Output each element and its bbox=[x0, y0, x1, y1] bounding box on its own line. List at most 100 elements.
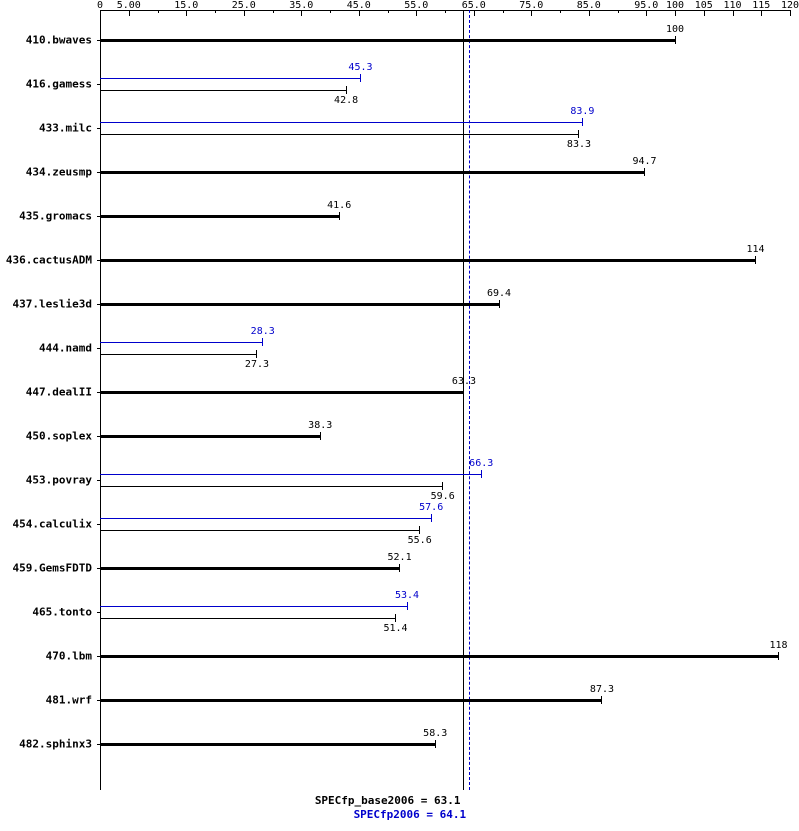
axis-tick-label: 110 bbox=[723, 0, 741, 11]
peak-bar-endcap bbox=[262, 338, 263, 346]
benchmark-label: 433.milc bbox=[0, 122, 92, 135]
reference-line bbox=[463, 10, 464, 790]
base-bar-value: 52.1 bbox=[388, 552, 412, 563]
base-bar-endcap bbox=[399, 564, 400, 572]
base-bar-value: 63.3 bbox=[452, 376, 476, 387]
base-bar-value: 41.6 bbox=[327, 200, 351, 211]
base-bar-endcap bbox=[339, 212, 340, 220]
benchmark-label: 459.GemsFDTD bbox=[0, 562, 92, 575]
axis-minor-tick bbox=[388, 10, 389, 13]
axis-tick-label: 55.0 bbox=[404, 0, 428, 11]
peak-bar-value: 66.3 bbox=[469, 458, 493, 469]
base-bar bbox=[100, 259, 756, 262]
reference-line-label: SPECfp_base2006 = 63.1 bbox=[315, 794, 461, 807]
benchmark-label: 450.soplex bbox=[0, 430, 92, 443]
base-bar-value: 27.3 bbox=[245, 359, 269, 370]
base-bar bbox=[100, 743, 435, 746]
benchmark-label: 434.zeusmp bbox=[0, 166, 92, 179]
base-bar-endcap bbox=[675, 36, 676, 44]
base-bar-endcap bbox=[578, 130, 579, 138]
base-bar bbox=[100, 567, 400, 570]
axis-tick-label: 115 bbox=[752, 0, 770, 11]
axis-tick-label: 5.00 bbox=[117, 0, 141, 11]
base-bar-value: 51.4 bbox=[384, 623, 408, 634]
base-bar bbox=[100, 215, 339, 218]
benchmark-label: 470.lbm bbox=[0, 650, 92, 663]
base-bar-value: 38.3 bbox=[308, 420, 332, 431]
axis-minor-tick bbox=[503, 10, 504, 13]
axis-tick-label: 0 bbox=[97, 0, 103, 11]
peak-bar-endcap bbox=[481, 470, 482, 478]
base-bar-endcap bbox=[601, 696, 602, 704]
base-bar bbox=[100, 90, 346, 91]
axis-tick-label: 45.0 bbox=[347, 0, 371, 11]
axis-minor-tick bbox=[618, 10, 619, 13]
row-axis-tick bbox=[97, 348, 100, 349]
base-bar-value: 100 bbox=[666, 24, 684, 35]
axis-minor-tick bbox=[330, 10, 331, 13]
base-bar-value: 69.4 bbox=[487, 288, 511, 299]
benchmark-label: 453.povray bbox=[0, 474, 92, 487]
peak-bar bbox=[100, 122, 582, 123]
base-bar bbox=[100, 39, 675, 42]
base-bar bbox=[100, 391, 464, 394]
base-bar-value: 118 bbox=[769, 640, 787, 651]
axis-tick-label: 15.0 bbox=[174, 0, 198, 11]
axis-tick-label: 120 bbox=[781, 0, 799, 11]
row-axis-tick bbox=[97, 84, 100, 85]
axis-minor-tick bbox=[273, 10, 274, 13]
row-axis-tick bbox=[97, 480, 100, 481]
axis-tick-label: 95.0 bbox=[634, 0, 658, 11]
base-bar bbox=[100, 486, 443, 487]
base-bar bbox=[100, 171, 645, 174]
base-bar bbox=[100, 354, 257, 355]
axis-minor-tick bbox=[158, 10, 159, 13]
base-bar bbox=[100, 134, 579, 135]
base-bar bbox=[100, 618, 396, 619]
peak-bar bbox=[100, 474, 481, 475]
axis-tick-label: 35.0 bbox=[289, 0, 313, 11]
axis-tick-label: 85.0 bbox=[577, 0, 601, 11]
base-bar bbox=[100, 699, 602, 702]
peak-bar-endcap bbox=[582, 118, 583, 126]
row-axis-tick bbox=[97, 128, 100, 129]
base-bar-endcap bbox=[463, 388, 464, 396]
axis-left-line bbox=[100, 10, 101, 790]
benchmark-label: 444.namd bbox=[0, 342, 92, 355]
benchmark-label: 447.dealII bbox=[0, 386, 92, 399]
row-axis-tick bbox=[97, 612, 100, 613]
base-bar-endcap bbox=[435, 740, 436, 748]
benchmark-label: 437.leslie3d bbox=[0, 298, 92, 311]
base-bar-endcap bbox=[499, 300, 500, 308]
base-bar-value: 58.3 bbox=[423, 728, 447, 739]
base-bar-value: 55.6 bbox=[408, 535, 432, 546]
base-bar-endcap bbox=[256, 350, 257, 358]
benchmark-label: 465.tonto bbox=[0, 606, 92, 619]
base-bar bbox=[100, 655, 779, 658]
benchmark-label: 481.wrf bbox=[0, 694, 92, 707]
base-bar-value: 59.6 bbox=[431, 491, 455, 502]
peak-bar-value: 28.3 bbox=[251, 326, 275, 337]
axis-minor-tick bbox=[215, 10, 216, 13]
axis-tick-label: 75.0 bbox=[519, 0, 543, 11]
base-bar-endcap bbox=[320, 432, 321, 440]
axis-minor-tick bbox=[560, 10, 561, 13]
benchmark-label: 416.gamess bbox=[0, 78, 92, 91]
peak-bar-value: 45.3 bbox=[348, 62, 372, 73]
base-bar bbox=[100, 530, 420, 531]
axis-tick-label: 105 bbox=[695, 0, 713, 11]
base-bar-endcap bbox=[419, 526, 420, 534]
base-bar-endcap bbox=[346, 86, 347, 94]
row-axis-tick bbox=[97, 524, 100, 525]
peak-bar-value: 57.6 bbox=[419, 502, 443, 513]
benchmark-label: 410.bwaves bbox=[0, 34, 92, 47]
base-bar-endcap bbox=[778, 652, 779, 660]
peak-bar bbox=[100, 606, 407, 607]
axis-tick-label: 65.0 bbox=[462, 0, 486, 11]
base-bar-value: 42.8 bbox=[334, 95, 358, 106]
base-bar-endcap bbox=[442, 482, 443, 490]
base-bar-value: 94.7 bbox=[632, 156, 656, 167]
axis-tick-label: 25.0 bbox=[232, 0, 256, 11]
base-bar bbox=[100, 435, 320, 438]
base-bar-value: 114 bbox=[746, 244, 764, 255]
